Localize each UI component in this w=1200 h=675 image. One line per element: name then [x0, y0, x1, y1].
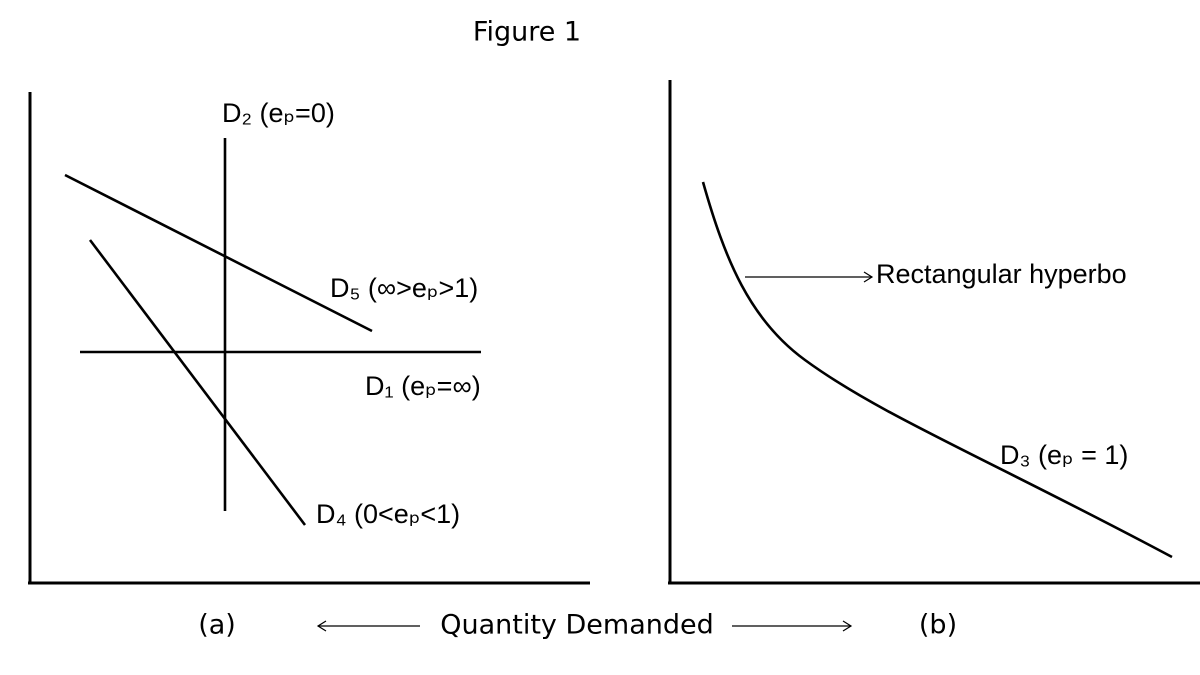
curve-label: D₃ (eₚ = 1): [1000, 440, 1128, 470]
curve-label: D₁ (eₚ=∞): [365, 371, 481, 401]
arrow-head: [316, 620, 327, 632]
curve-label: D₂ (eₚ=0): [222, 98, 335, 128]
panel-label: (b): [919, 610, 957, 641]
curve-label: D₅ (∞>eₚ>1): [330, 273, 478, 303]
panel-label: (a): [198, 610, 236, 641]
x-axis-label: Quantity Demanded: [440, 610, 714, 641]
panel-b: Rectangular hyperbo D₃ (eₚ = 1) (b): [668, 80, 1200, 641]
curve-label: D₄ (0<eₚ<1): [316, 499, 460, 529]
demand-curve: [88, 239, 307, 526]
arrow-head: [842, 620, 853, 632]
arrow-head: [863, 271, 874, 283]
figure-title: Figure 1: [473, 17, 581, 48]
panel-a: D₂ (eₚ=0) D₅ (∞>eₚ>1) D₁ (eₚ=∞) D₄ (0<eₚ…: [28, 92, 590, 641]
demand-curve: [701, 181, 1173, 559]
demand-curve: [64, 173, 373, 333]
annotation: Rectangular hyperbo: [876, 259, 1127, 289]
